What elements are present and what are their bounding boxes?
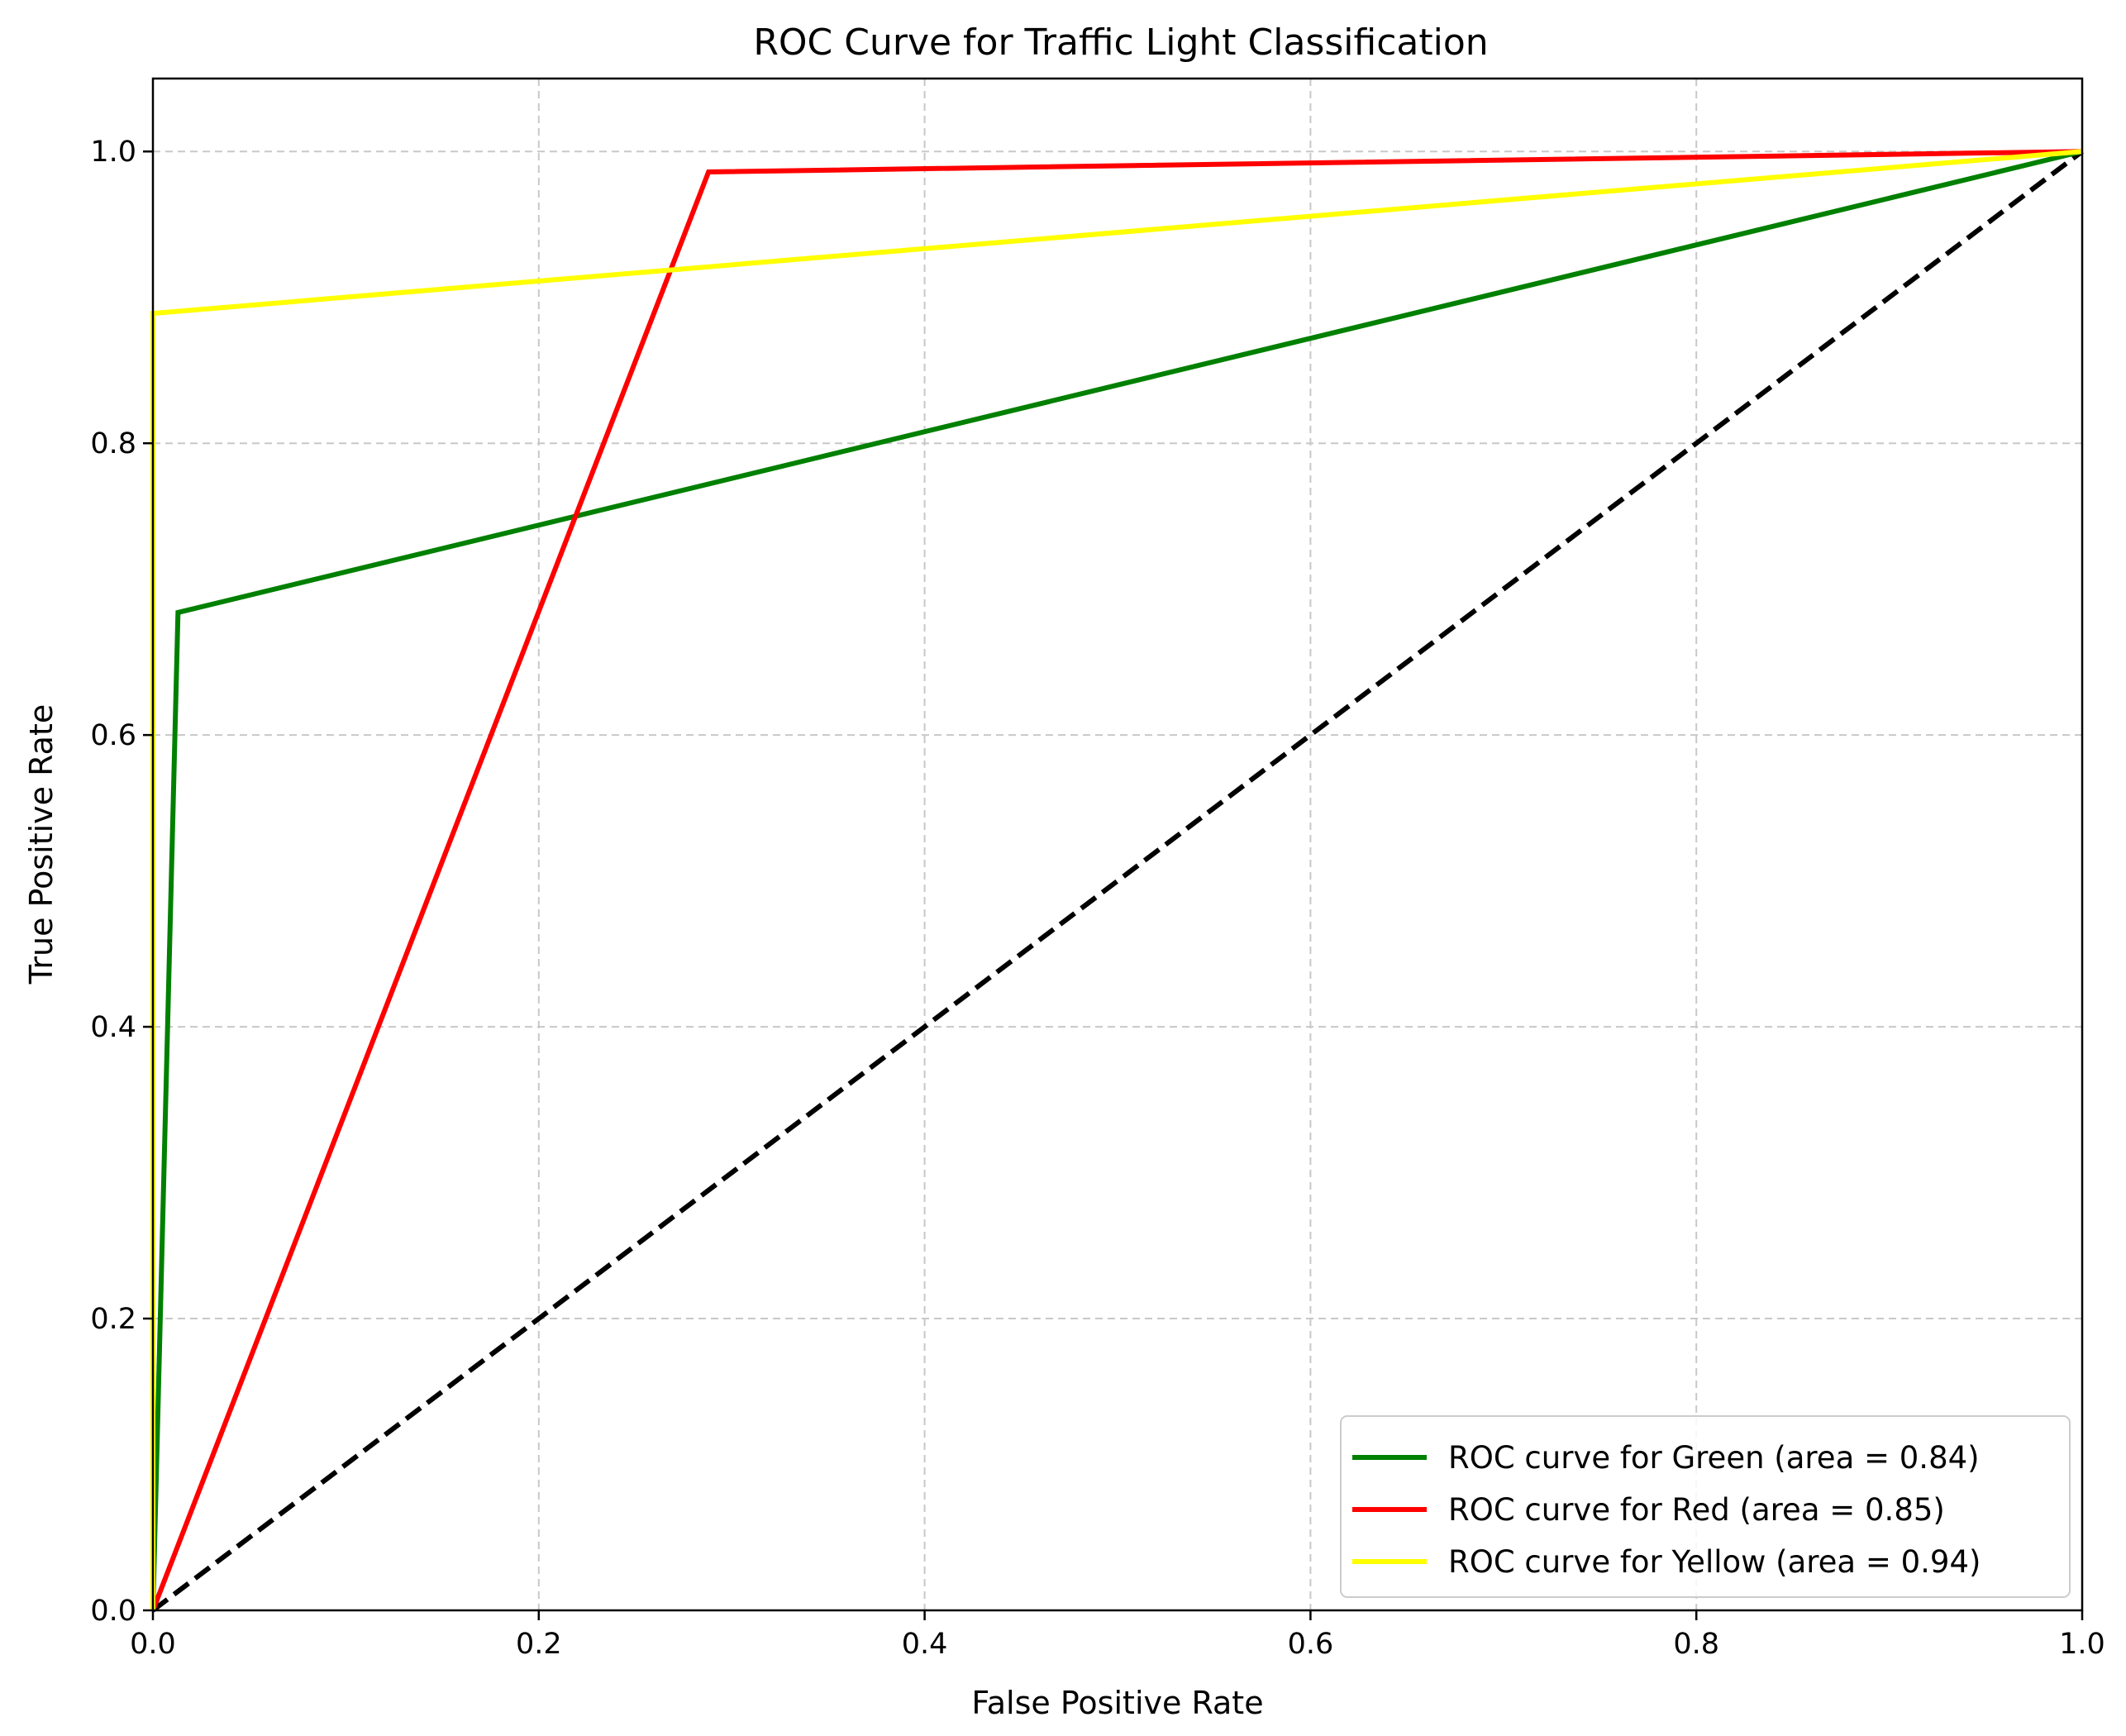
chart-title: ROC Curve for Traffic Light Classificati… [753,21,1488,64]
series-line [150,149,2083,1611]
x-tick-label: 1.0 [2059,1628,2105,1661]
legend-box [1340,1415,2071,1598]
x-tick-label: 0.8 [1673,1628,1719,1661]
x-tick-label: 0.2 [516,1628,562,1661]
plot-frame [151,77,2084,1612]
plot-area [153,79,2082,1610]
reference-diagonal-line [151,149,2084,1613]
x-axis-label: False Positive Rate [971,1685,1263,1721]
series-line [150,149,2083,1612]
legend-label: ROC curve for Yellow (area = 0.94) [1448,1544,1981,1580]
y-tick-label: 0.8 [90,427,136,460]
reference-line [151,149,2084,1613]
x-tick-label: 0.4 [902,1628,948,1661]
y-axis-ticks: 0.0 0.2 0.4 0.6 0.8 1.0 [90,136,153,1628]
x-tick-label: 0.6 [1288,1628,1334,1661]
x-axis-ticks: 0.0 0.2 0.4 0.6 0.8 1.0 [130,1610,2105,1661]
y-tick-label: 0.4 [90,1011,136,1044]
y-axis-label: True Positive Rate [23,704,60,985]
x-tick-label: 0.0 [130,1628,176,1661]
legend: ROC curve for Green (area = 0.84) ROC cur… [1340,1415,2071,1598]
y-tick-label: 0.6 [90,719,136,752]
legend-label: ROC curve for Red (area = 0.85) [1448,1492,1945,1528]
y-tick-label: 1.0 [90,136,136,169]
y-tick-label: 0.0 [90,1595,136,1628]
y-tick-label: 0.2 [90,1303,136,1336]
legend-label: ROC curve for Green (area = 0.84) [1448,1440,1980,1476]
